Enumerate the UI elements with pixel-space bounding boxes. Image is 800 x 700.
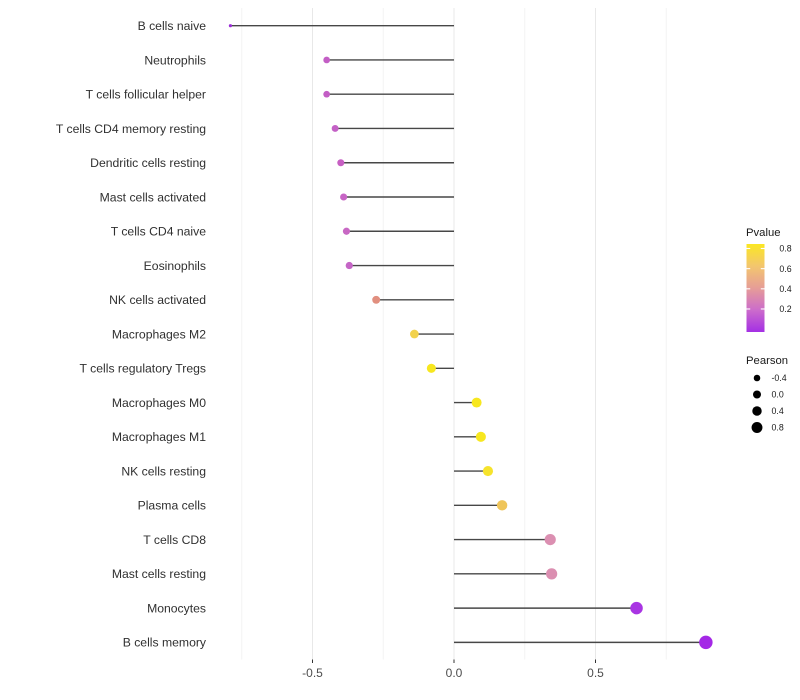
category-label: NK cells resting	[121, 464, 206, 478]
category-label: Macrophages M0	[112, 396, 206, 410]
category-label: Eosinophils	[144, 259, 206, 273]
pearson-legend-label: -0.4	[772, 373, 787, 383]
pearson-legend-dot	[753, 374, 761, 382]
lollipop-dot	[372, 295, 381, 304]
lollipop-stems	[230, 25, 706, 644]
category-axis: B cells naive Neutrophils T cells follicul…	[56, 19, 207, 650]
lollipop-dot	[471, 397, 482, 408]
lollipop-dot	[699, 635, 713, 650]
lollipop-dot	[342, 227, 351, 235]
lollipop-dots	[228, 24, 713, 650]
x-axis-tick-label: 0.0	[446, 666, 463, 680]
pvalue-colorbar	[746, 244, 765, 332]
category-label: B cells naive	[138, 19, 207, 33]
pearson-legend-label: 0.8	[772, 423, 784, 433]
lollipop-dot	[337, 159, 345, 167]
lollipop-dot	[345, 261, 353, 270]
pearson-legend-label: 0.0	[772, 390, 784, 400]
x-axis-tick-label: -0.5	[302, 666, 323, 680]
colorbar-tick-label: 0.6	[779, 264, 791, 274]
pearson-legend-label: 0.4	[772, 406, 784, 416]
pearson-size-legend: -0.4 0.0 0.4 0.8	[751, 373, 787, 433]
lollipop-dot	[410, 329, 419, 339]
category-label: T cells regulatory Tregs	[80, 362, 206, 376]
gridlines-minor	[241, 8, 667, 660]
category-label: NK cells activated	[109, 293, 206, 307]
lollipop-dot	[331, 125, 339, 132]
category-label: T cells follicular helper	[86, 88, 206, 102]
lollipop-dot	[544, 534, 556, 546]
colorbar-tick-label: 0.2	[779, 304, 791, 314]
category-label: Mast cells resting	[112, 567, 206, 581]
lollipop-dot	[426, 363, 436, 373]
pearson-legend-dot	[752, 406, 762, 416]
category-label: Dendritic cells resting	[90, 156, 206, 170]
category-label: Neutrophils	[144, 53, 206, 67]
lollipop-dot	[228, 24, 233, 28]
legend: Pvalue 0.80.60.40.2 Pearson -0.40.00.40.…	[746, 227, 792, 433]
category-label: B cells memory	[123, 636, 207, 650]
category-label: Monocytes	[147, 601, 206, 615]
colorbar-tick-label: 0.8	[779, 244, 791, 254]
pvalue-legend-title: Pvalue	[746, 227, 781, 239]
pearson-legend-dot	[753, 390, 761, 399]
lollipop-dot	[323, 90, 330, 98]
x-axis-tick-label: 0.5	[587, 666, 604, 680]
pearson-legend-dot	[751, 422, 763, 433]
lollipop-dot	[475, 431, 486, 442]
lollipop-dot	[496, 500, 508, 511]
lollipop-dot	[482, 466, 494, 477]
category-label: Plasma cells	[138, 499, 206, 513]
lollipop-dot	[323, 56, 330, 64]
pearson-legend-title: Pearson	[746, 355, 788, 367]
category-label: T cells CD4 memory resting	[56, 122, 206, 136]
value-axis: -0.5 0.0 0.5	[302, 659, 604, 680]
colorbar-tick-label: 0.4	[779, 284, 791, 294]
pvalue-colorbar-ticks: 0.8 0.6 0.4 0.2	[746, 244, 792, 314]
category-label: T cells CD8	[143, 533, 206, 547]
lollipop-dot	[630, 601, 643, 615]
category-label: Macrophages M2	[112, 327, 206, 341]
category-label: Macrophages M1	[112, 430, 206, 444]
lollipop-dot	[546, 568, 558, 580]
category-label: Mast cells activated	[100, 190, 206, 204]
category-label: T cells CD4 naive	[111, 225, 207, 239]
lollipop-dot	[340, 193, 348, 201]
